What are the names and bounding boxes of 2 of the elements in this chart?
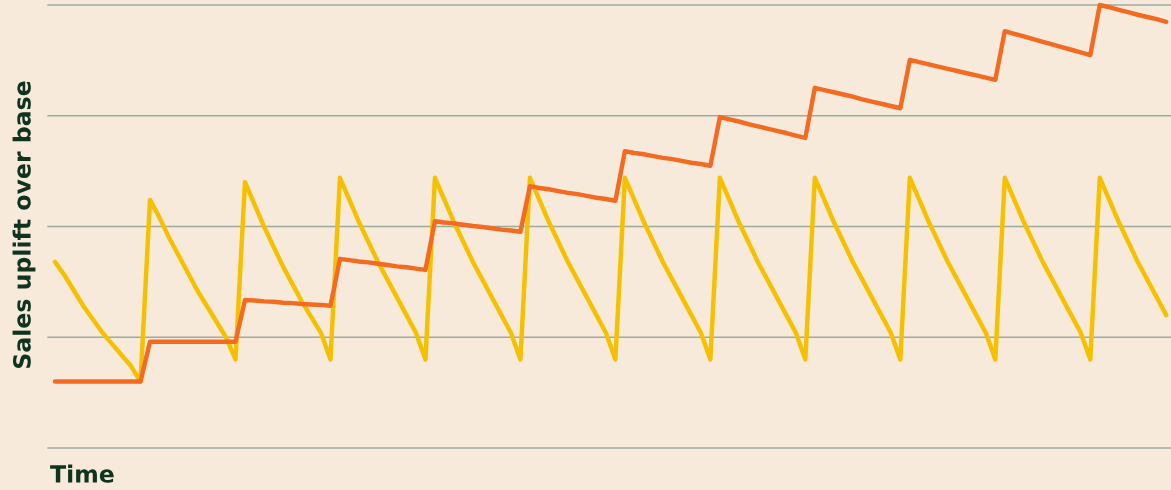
x-axis-title: Time (50, 464, 114, 483)
y-axis-title: Sales uplift over base (12, 81, 36, 368)
